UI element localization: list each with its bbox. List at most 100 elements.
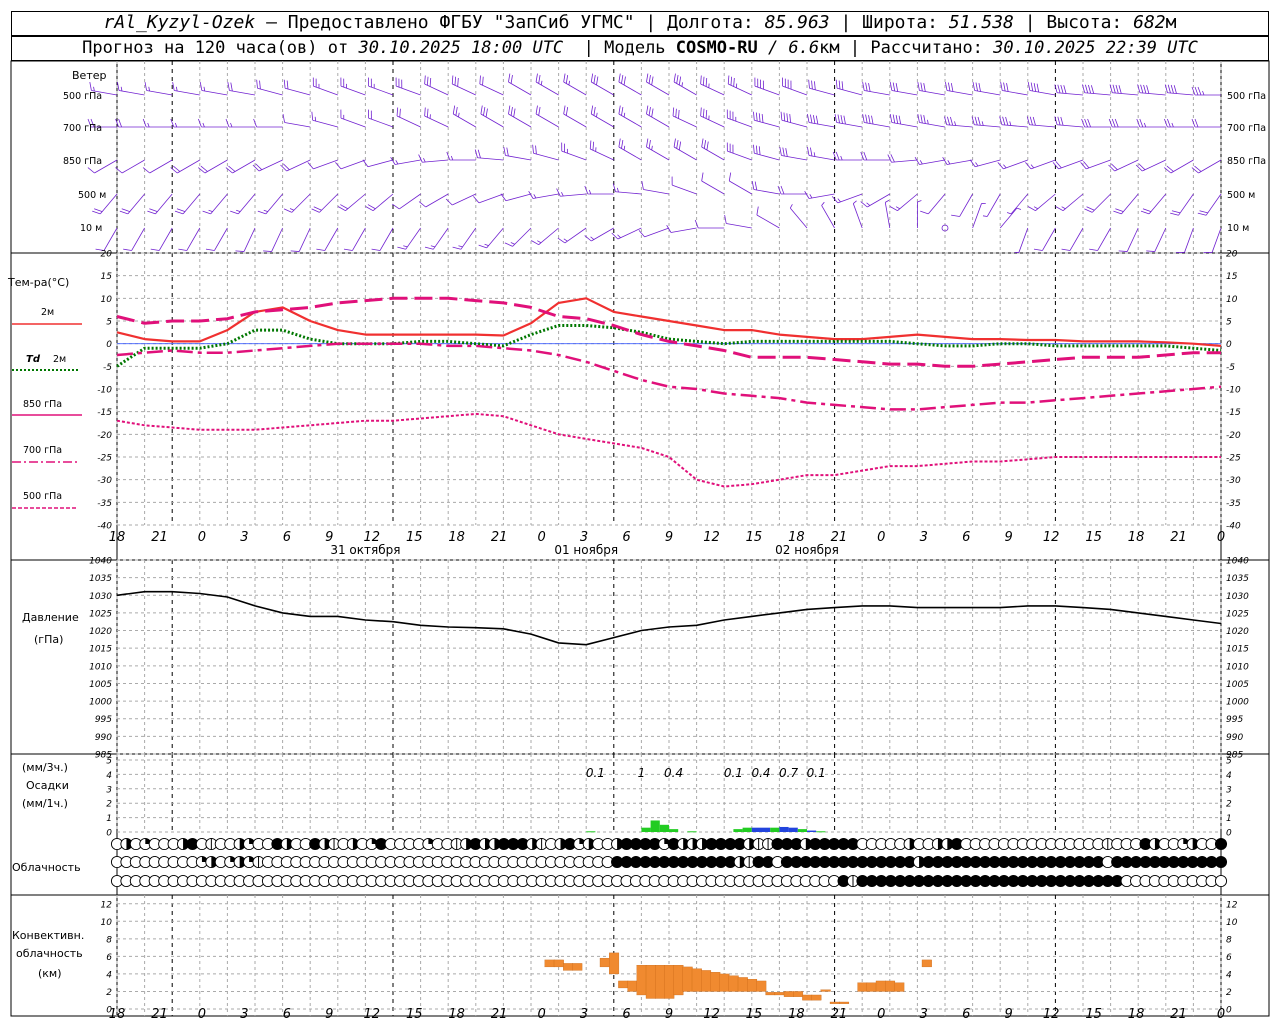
wind-barb-full [176, 208, 186, 212]
wind-barb-staff [121, 159, 145, 174]
wind-barb [728, 172, 752, 195]
wind-barb-staff [478, 193, 504, 204]
cloud-fill-full [819, 838, 831, 850]
convective-bar [664, 965, 675, 999]
cloud-cover-symbol [771, 837, 784, 851]
wind-barb-flag [283, 79, 286, 89]
temp-series-line [116, 297, 1222, 347]
wind-barb-flag [1191, 118, 1196, 128]
cloud-cover-symbol [1196, 855, 1209, 869]
wind-barb-staff [727, 150, 752, 161]
wind-barb [779, 147, 808, 161]
pressure-tick-left: 1040 [89, 557, 112, 567]
date-label: 02 ноября [775, 543, 839, 557]
wind-barb-full [313, 206, 322, 211]
conv-tick-left: 8 [106, 935, 112, 945]
wind-barb-half [540, 80, 543, 86]
wind-barb-flag [618, 138, 621, 148]
wind-barb-full [506, 147, 509, 157]
convective-bar [599, 957, 610, 968]
wind-barb-staff [271, 227, 283, 252]
wind-barb-half [735, 83, 738, 88]
wind-barb-full [756, 206, 759, 216]
precip-bar [742, 827, 752, 832]
wind-barb-half [927, 119, 929, 125]
wind-barb [889, 193, 918, 212]
wind-barb-half [208, 209, 213, 212]
wind-barb-full [1170, 84, 1174, 94]
wind-barb-flag [807, 147, 810, 156]
pressure-tick-right: 1020 [1226, 627, 1249, 637]
wind-barb-staff [781, 155, 808, 161]
hour-tick-label-bottom: 15 [1085, 1007, 1102, 1022]
wind-barb [503, 147, 532, 161]
wind-barb-half [821, 201, 825, 206]
wind-barb-full [1060, 84, 1064, 94]
wind-barb-flag [418, 201, 426, 208]
wind-barb-flag [834, 114, 837, 123]
wind-barb-staff [508, 113, 532, 128]
cloud-cover-symbol [969, 874, 982, 888]
wind-barb-staff [1029, 90, 1056, 96]
wind-barb [852, 200, 863, 229]
wind-barb-staff [1058, 159, 1084, 170]
wind-barb-half [840, 155, 843, 161]
wind-barb [235, 227, 256, 252]
wind-barb-flag [1164, 167, 1172, 174]
wind-barb-flag [1167, 84, 1171, 94]
wind-barb-staff [394, 159, 421, 165]
wind-barb-half [561, 191, 564, 197]
wind-barb-full [235, 250, 245, 252]
wind-barb-flag [1084, 118, 1088, 128]
wind-barb-full [174, 210, 184, 215]
wind-barb-full [1142, 208, 1152, 212]
hour-tick-label: 3 [240, 530, 248, 545]
wind-barb-staff [726, 223, 752, 229]
wind-barb [340, 109, 366, 128]
wind-barb-flag [1057, 116, 1061, 126]
wind-barb-flag [563, 73, 566, 83]
wind-barb-flag [1006, 83, 1009, 92]
wind-barb [198, 159, 228, 174]
wind-level-850hpa-right: 850 гПа [1227, 156, 1266, 167]
wind-barb-half [981, 203, 986, 204]
cloud-cover-symbol [1120, 855, 1133, 869]
wind-barb [395, 77, 421, 96]
wind-barb [1027, 193, 1056, 212]
wind-barb-staff [424, 83, 449, 96]
wind-barb-staff [1003, 159, 1028, 170]
wind-barb-flag [199, 82, 203, 91]
legend-td-level: 2м [53, 354, 66, 365]
cloud-cover-symbol [913, 874, 926, 888]
wind-barb-staff [891, 159, 918, 163]
wind-barb-flag [814, 81, 816, 90]
wind-barb-staff [1001, 124, 1028, 128]
wind-barb [87, 159, 118, 174]
wind-barb-staff [367, 159, 394, 168]
wind-barb [1026, 116, 1056, 128]
wind-barb-flag [1003, 82, 1006, 92]
wind-barb [1027, 82, 1056, 96]
wind-barb-flag [646, 138, 649, 148]
cloud-cover-symbol [686, 855, 699, 869]
wind-barb-full [889, 206, 898, 212]
wind-barb-half [174, 122, 178, 128]
wind-barb [1014, 227, 1029, 253]
wind-barb [808, 79, 835, 96]
wind-barb-full [678, 109, 680, 119]
wind-barb-full [761, 114, 764, 123]
wind-barb-flag [889, 82, 893, 91]
wind-barb-flag [1085, 84, 1089, 94]
wind-barb [1170, 193, 1194, 216]
wind-barb-full [198, 167, 206, 174]
wind-barb-staff [561, 150, 587, 161]
wind-barb-staff [615, 191, 642, 195]
temp-series-line [116, 324, 1222, 368]
temp-tick-left: -25 [97, 454, 112, 464]
wind-barb-staff [836, 87, 863, 96]
wind-barb-full [95, 248, 105, 251]
cloud-fill-full [1064, 875, 1076, 887]
wind-barb-flag [368, 77, 369, 87]
wind-barb-flag [503, 147, 506, 156]
cloud-fill-full [715, 856, 727, 868]
